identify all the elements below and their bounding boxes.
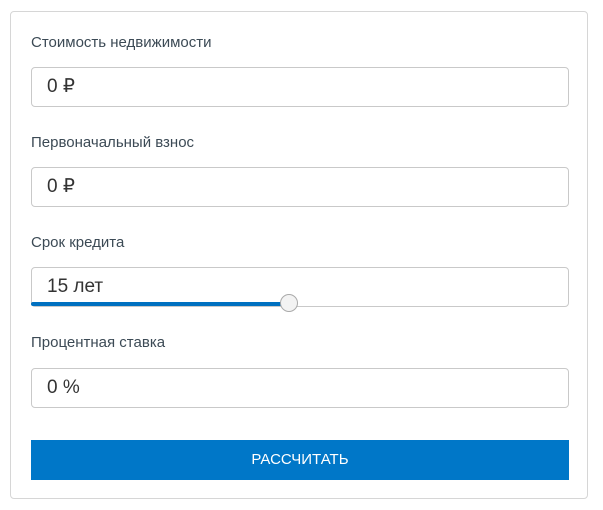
property-cost-input[interactable]: 0 ₽	[31, 67, 569, 107]
down-payment-label: Первоначальный взнос	[31, 134, 195, 151]
interest-rate-label: Процентная ставка	[31, 334, 166, 351]
loan-term-label: Срок кредита	[31, 234, 125, 251]
down-payment-input[interactable]: 0 ₽	[31, 167, 569, 207]
slider-fill	[31, 302, 290, 306]
slider-thumb[interactable]	[280, 294, 299, 312]
property-cost-label: Стоимость недвижимости	[31, 34, 212, 51]
loan-term-input[interactable]: 15 лет	[31, 267, 569, 307]
loan-term-slider[interactable]	[31, 294, 569, 312]
mortgage-calculator-card	[10, 11, 588, 499]
calculate-button[interactable]: РАССЧИТАТЬ	[31, 440, 569, 480]
interest-rate-input[interactable]: 0 %	[31, 368, 569, 408]
